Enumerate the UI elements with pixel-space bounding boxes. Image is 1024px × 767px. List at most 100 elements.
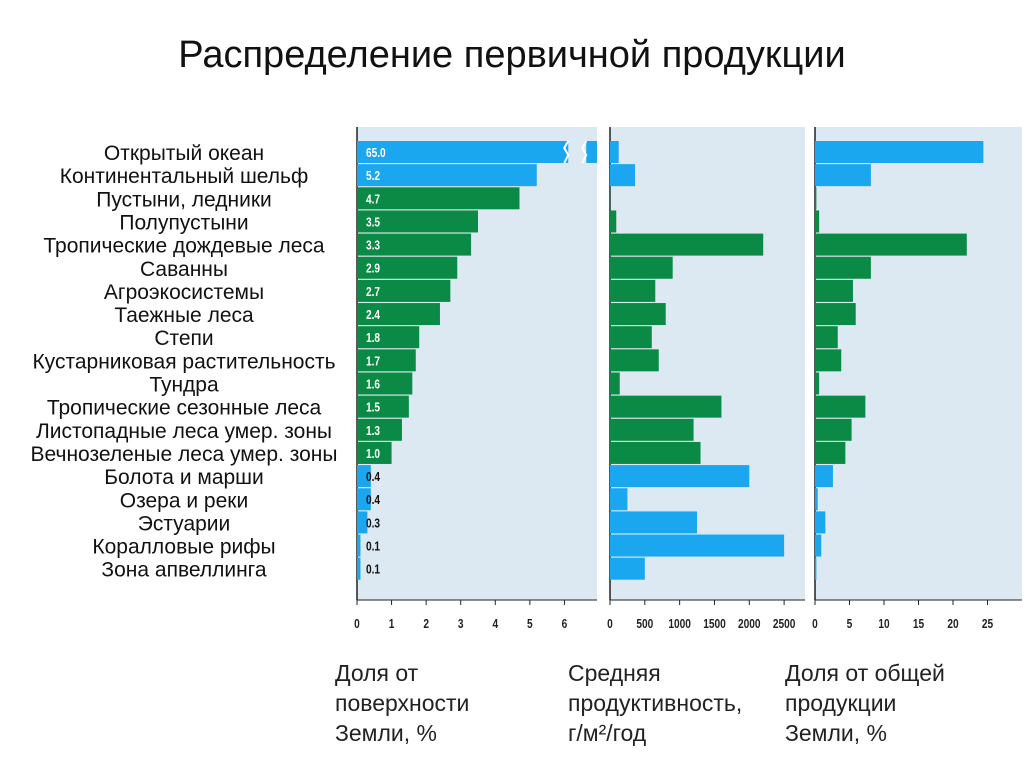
- axis-break-mark: [563, 140, 570, 164]
- tick-label: 0: [812, 617, 818, 631]
- data-label: 5.2: [366, 169, 381, 183]
- panel-2-caption-line: г/м²/год: [568, 720, 647, 746]
- bar: [357, 441, 392, 464]
- panel-3-caption-line: продукции: [785, 690, 897, 716]
- bar: [815, 372, 820, 395]
- tick-label: 2000: [738, 617, 761, 631]
- bar: [610, 326, 652, 349]
- bar: [610, 372, 620, 395]
- bar: [610, 164, 636, 187]
- data-label: 1.7: [366, 354, 380, 368]
- bar: [815, 210, 820, 233]
- bar: [357, 557, 361, 580]
- chart-title: Распределение первичной продукции: [178, 34, 846, 76]
- panel-2-caption-line: продуктивность,: [568, 690, 743, 716]
- bar: [610, 441, 701, 464]
- data-label: 4.7: [366, 192, 380, 206]
- tick-label: 20: [947, 617, 958, 631]
- panel-2-caption-line: Средняя: [568, 660, 661, 686]
- bar: [610, 534, 785, 557]
- bar: [357, 326, 420, 349]
- bar: [815, 141, 984, 163]
- data-label: 0.4: [366, 493, 381, 507]
- data-label: 0.1: [366, 539, 381, 553]
- tick-label: 1000: [668, 617, 691, 631]
- panel-1-caption-line: Земли, %: [335, 720, 437, 746]
- bar: [610, 303, 666, 326]
- tick-label: 10: [878, 617, 889, 631]
- category-label: Тропические дождевые леса: [43, 235, 325, 258]
- panel-1-caption-line: поверхности: [335, 690, 470, 716]
- bar: [357, 465, 371, 488]
- bar: [610, 488, 628, 511]
- bar: [815, 395, 866, 418]
- bar: [357, 210, 478, 233]
- bar: [815, 233, 967, 256]
- bar: [357, 256, 458, 279]
- category-label: Пустыни, ледники: [96, 188, 272, 211]
- tick-label: 500: [636, 617, 653, 631]
- data-label: 65.0: [366, 146, 386, 160]
- category-label: Степи: [154, 327, 213, 350]
- bar: [815, 164, 871, 187]
- data-label: 0.1: [366, 563, 381, 577]
- bar: [357, 187, 520, 210]
- tick-label: 6: [562, 617, 568, 631]
- bar: [357, 233, 472, 256]
- bar: [357, 303, 440, 326]
- data-label: 2.7: [366, 285, 380, 299]
- bar: [610, 233, 764, 256]
- category-label: Тропические сезонные леса: [47, 397, 322, 420]
- tick-label: 4: [492, 617, 498, 631]
- tick-label: 3: [458, 617, 464, 631]
- category-label: Таежные леса: [114, 304, 254, 327]
- data-label: 1.0: [366, 447, 380, 461]
- tick-label: 2500: [773, 617, 796, 631]
- data-label: 1.3: [366, 424, 381, 438]
- tick-label: 1: [389, 617, 395, 631]
- tick-label: 0: [607, 617, 613, 631]
- category-label: Эстуарии: [138, 512, 231, 535]
- bar: [357, 279, 451, 302]
- bar: [610, 418, 694, 441]
- bar: [815, 557, 817, 580]
- data-label: 0.4: [366, 470, 381, 484]
- bar: [610, 210, 617, 233]
- category-label: Озера и реки: [120, 489, 248, 512]
- data-label: 2.4: [366, 308, 381, 322]
- category-label: Зона апвеллинга: [101, 559, 266, 582]
- data-label: 0.3: [366, 516, 381, 530]
- tick-label: 0: [354, 617, 360, 631]
- tick-label: 15: [913, 617, 925, 631]
- bar: [357, 372, 413, 395]
- category-label: Полупустыни: [119, 211, 248, 234]
- bar: [357, 395, 409, 418]
- bar: [815, 187, 817, 210]
- data-label: 1.6: [366, 377, 381, 391]
- category-label: Агроэкосистемы: [104, 281, 264, 304]
- category-label: Открытый океан: [104, 142, 264, 165]
- panel-3-caption: Доля от общей продукции Земли, %: [785, 658, 945, 748]
- bar: [815, 349, 842, 372]
- bar: [610, 256, 673, 279]
- data-label: 2.9: [366, 262, 381, 276]
- bar: [357, 349, 416, 372]
- tick-label: 1500: [703, 617, 726, 631]
- data-label: 1.8: [366, 331, 381, 345]
- bar: [610, 141, 619, 163]
- bar: [815, 488, 818, 511]
- bar: [357, 534, 361, 557]
- panel-3-caption-line: Доля от общей: [785, 660, 945, 686]
- tick-label: 5: [527, 617, 533, 631]
- data-label: 1.5: [366, 400, 381, 414]
- bar: [610, 395, 722, 418]
- bar: [815, 303, 856, 326]
- category-label: Вечнозеленые леса умер. зоны: [31, 443, 338, 466]
- data-label: 3.5: [366, 215, 381, 229]
- data-label: 3.3: [366, 238, 381, 252]
- panel-background: [815, 127, 1022, 600]
- bar: [610, 349, 659, 372]
- category-label: Саванны: [140, 258, 228, 281]
- bar: [815, 511, 826, 534]
